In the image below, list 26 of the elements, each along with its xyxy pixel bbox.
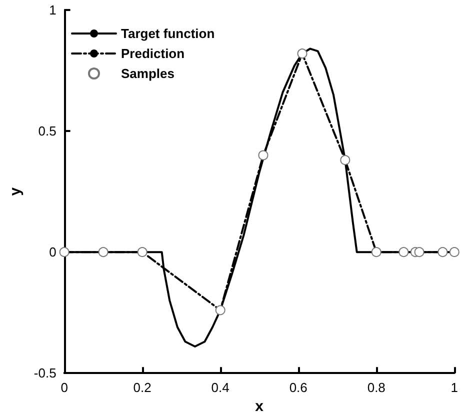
point [215,305,226,316]
point [414,247,424,258]
point [98,247,108,258]
y-tick-label: 0.5 [38,124,56,139]
legend-label: Samples [121,66,174,81]
y-tick-label: -0.5 [34,366,56,381]
x-tick-label: 0 [60,380,68,396]
x-tick-label: 0.2 [133,380,152,396]
x-axis-title: x [255,398,264,415]
x-tick-label: 0.4 [211,380,230,396]
legend-label: Target function [121,26,215,41]
point [449,247,460,258]
point [297,48,308,59]
point [258,150,268,160]
x-tick-label: 0.6 [289,380,308,396]
point [438,247,448,258]
legend-label: Prediction [121,46,185,61]
x-tick-label: 1 [450,380,458,396]
point [340,155,350,166]
point [398,247,409,258]
x-tick-label: 0.8 [367,380,386,396]
y-axis-title: y [7,186,24,196]
point [371,247,382,258]
y-tick-label: 0 [49,244,56,260]
point [137,247,148,258]
y-tick-label: 1 [49,2,56,18]
